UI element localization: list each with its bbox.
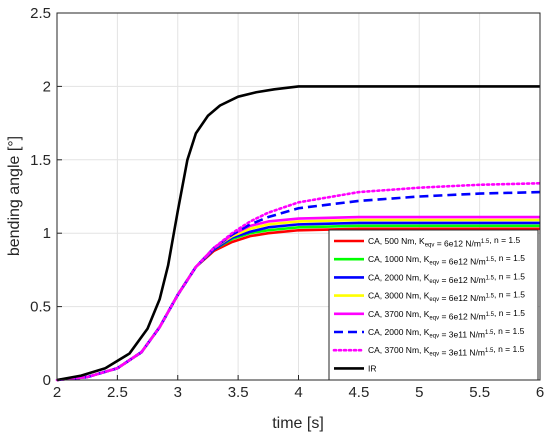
y-axis-label: bending angle [°] [6, 136, 23, 256]
x-tick-label: 3 [174, 384, 182, 401]
x-tick-label: 5 [415, 384, 423, 401]
legend-entry: CA, 2000 Nm, Keqv = 6e12 N/m1.5, n = 1.5 [368, 271, 525, 285]
ticks: 2 2.5 3 3.5 4 4.5 5 5.5 6 0 0.5 1 1.5 2 2.5 [30, 5, 544, 401]
legend-entry: CA, 3700 Nm, Keqv = 3e11 N/m1.5, n = 1.5 [368, 344, 525, 358]
legend-text-part: , n = 1.5 [494, 290, 525, 300]
legend-entry: CA, 3000 Nm, Keqv = 6e12 N/m1.5, n = 1.5 [368, 290, 525, 304]
legend-text-part: CA, 3700 Nm, K [368, 309, 430, 319]
legend-text-part: 1.5 [485, 348, 494, 354]
y-tick-label: 0 [43, 372, 51, 389]
legend-text-part: eqv [429, 261, 439, 267]
x-tick-label: 2.5 [107, 384, 128, 401]
legend-text-part: , n = 1.5 [494, 271, 525, 281]
legend-text-part: eqv [429, 315, 439, 321]
legend-text-part: 1.5 [486, 294, 495, 300]
legend-text-part: = 6e12 N/m [439, 293, 486, 303]
x-tick-label: 2 [53, 384, 61, 401]
x-tick-label: 6 [536, 384, 544, 401]
legend-text-part: CA, 500 Nm, K [368, 236, 425, 246]
legend-text-part: 1.5 [485, 330, 494, 336]
legend-text-part: 1.5 [486, 312, 495, 318]
series-line-7 [55, 181, 542, 382]
legend-text-part: IR [368, 363, 377, 373]
legend-text-part: eqv [429, 279, 439, 285]
legend-text-part: = 6e12 N/m [439, 311, 486, 321]
legend-text-part: , n = 1.5 [493, 326, 524, 336]
legend-entry: CA, 500 Nm, Keqv = 6e12 N/m1.5, n = 1.5 [368, 235, 520, 249]
legend-text-part: eqv [429, 334, 439, 340]
legend-box [328, 229, 539, 381]
y-tick-label: 2 [43, 78, 51, 95]
legend-text-part: = 6e12 N/m [439, 275, 486, 285]
legend-text-part: = 3e11 N/m [439, 330, 485, 340]
legend-text-part: 1.5 [481, 239, 490, 245]
legend-text-part: 1.5 [486, 257, 495, 263]
legend-text-part: = 6e12 N/m [439, 257, 486, 267]
legend-text-part: CA, 2000 Nm, K [368, 272, 430, 282]
y-tick-label: 1 [43, 225, 51, 242]
y-tick-label: 0.5 [30, 299, 51, 316]
x-tick-label: 4 [294, 384, 302, 401]
legend-entry: CA, 2000 Nm, Keqv = 3e11 N/m1.5, n = 1.5 [368, 326, 525, 340]
legend-entry: IR [368, 363, 377, 373]
legend-text-part: eqv [425, 243, 435, 249]
legend-text-part: eqv [429, 297, 439, 303]
legend: CA, 500 Nm, Keqv = 6e12 N/m1.5, n = 1.5C… [328, 229, 539, 381]
x-tick-label: 5.5 [469, 384, 490, 401]
legend-text-part: CA, 3700 Nm, K [368, 345, 430, 355]
legend-text-part: CA, 3000 Nm, K [368, 291, 430, 301]
legend-text-part: = 3e11 N/m [439, 348, 485, 358]
series-layer [55, 85, 542, 382]
legend-text-part: , n = 1.5 [494, 308, 525, 318]
x-tick-label: 4.5 [348, 384, 369, 401]
legend-text-part: , n = 1.5 [489, 235, 520, 245]
legend-text-part: , n = 1.5 [493, 344, 524, 354]
series-line-8 [56, 85, 540, 382]
legend-text-part: , n = 1.5 [494, 253, 525, 263]
x-tick-label: 3.5 [228, 384, 249, 401]
y-tick-label: 1.5 [30, 152, 51, 169]
legend-text-part: eqv [429, 352, 439, 358]
x-axis-label: time [s] [272, 415, 324, 432]
legend-text-part: CA, 2000 Nm, K [368, 327, 430, 337]
y-tick-label: 2.5 [30, 5, 51, 22]
legend-entry: CA, 1000 Nm, Keqv = 6e12 N/m1.5, n = 1.5 [368, 253, 525, 267]
legend-text-part: 1.5 [486, 275, 495, 281]
legend-text-part: = 6e12 N/m [434, 239, 481, 249]
legend-text-part: CA, 1000 Nm, K [368, 254, 430, 264]
legend-entry: CA, 3700 Nm, Keqv = 6e12 N/m1.5, n = 1.5 [368, 308, 525, 322]
